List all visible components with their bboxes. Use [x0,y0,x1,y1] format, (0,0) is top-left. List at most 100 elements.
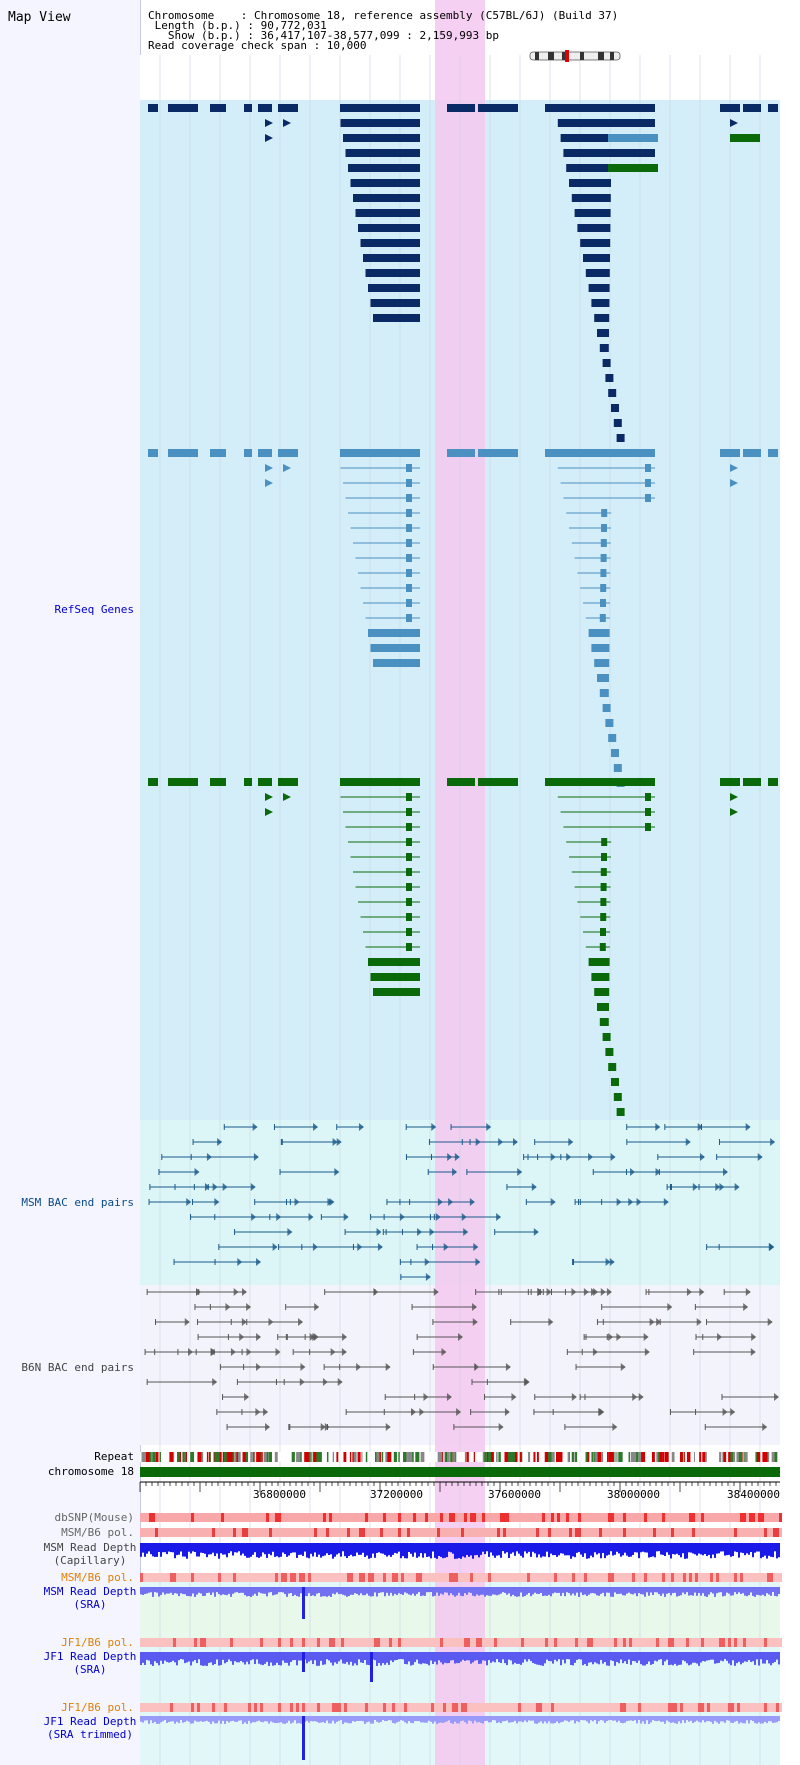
heat-cell [434,1638,437,1647]
depth-bar [192,1543,194,1552]
track-label-refseq[interactable]: RefSeq Genes [54,603,134,616]
heat-cell [143,1703,146,1712]
depth-bar [420,1652,422,1665]
depth-bar [644,1652,646,1666]
heat-cell [284,1638,287,1647]
heat-cell [431,1528,434,1537]
track-label-b6n-bac[interactable]: B6N BAC end pairs [21,1361,134,1374]
depth-bar [148,1587,150,1593]
heat-cell [761,1638,764,1647]
track-label-jf1-pol-2[interactable]: JF1/B6 pol. [61,1701,134,1714]
heat-cell [539,1703,542,1712]
track-label-jf1-pol[interactable]: JF1/B6 pol. [61,1636,134,1649]
heat-cell [668,1703,671,1712]
depth-bar [630,1543,632,1557]
repeat-mark [219,1452,222,1462]
heat-cell [365,1703,368,1712]
depth-bar [506,1652,508,1666]
heat-cell [311,1638,314,1647]
heat-cell [644,1528,647,1537]
heat-cell [572,1513,575,1522]
heat-cell [419,1638,422,1647]
track-label-msm-bac[interactable]: MSM BAC end pairs [21,1196,134,1209]
depth-bar [694,1543,696,1555]
depth-bar [336,1543,338,1555]
heat-cell [383,1528,386,1537]
depth-bar [710,1716,712,1722]
depth-bar [752,1716,754,1722]
depth-bar [278,1543,280,1558]
gene-exon [597,1003,609,1011]
depth-bar [194,1543,196,1552]
depth-bar [468,1587,470,1593]
heat-cell [305,1638,308,1647]
gene-exon [368,958,420,966]
depth-bar [692,1543,694,1554]
track-label-jf1-depth-sra[interactable]: JF1 Read Depth [43,1650,137,1663]
repeat-mark [190,1452,195,1462]
bac-end [441,1348,447,1356]
depth-bar [494,1587,496,1595]
heat-cell [167,1513,170,1522]
heat-cell [590,1638,593,1647]
heat-cell [635,1528,638,1537]
heat-cell [617,1638,620,1647]
heat-cell [593,1528,596,1537]
depth-bar [180,1716,182,1721]
heat-cell [776,1573,779,1582]
heat-cell [608,1513,611,1522]
depth-bar [772,1652,774,1664]
track-label-dbsnp[interactable]: dbSNP(Mouse) [54,1511,134,1524]
heat-cell [725,1638,728,1647]
repeat-mark [772,1452,775,1462]
gene-exon [148,449,158,457]
bac-end [337,1378,343,1386]
heat-cell [716,1638,719,1647]
repeat-mark [671,1452,675,1462]
heat-cell [737,1573,740,1582]
heat-cell [659,1513,662,1522]
depth-bar [586,1587,588,1596]
heat-cell [263,1513,266,1522]
repeat-mark [403,1452,407,1462]
track-label-msm-pol[interactable]: MSM/B6 pol. [61,1526,134,1539]
repeat-mark [490,1452,494,1462]
gene-exon [616,434,625,442]
track-label-msm-depth-sra[interactable]: MSM Read Depth [43,1585,137,1598]
depth-bar [340,1652,342,1660]
depth-bar [634,1587,636,1594]
track-label-msm-depth-sra-sub: (SRA) [73,1598,107,1611]
track-label-msm-pol-2[interactable]: MSM/B6 pol. [61,1571,134,1584]
heat-cell [194,1513,197,1522]
heat-cell [317,1638,320,1647]
depth-bar [368,1543,370,1559]
heat-cell [725,1528,728,1537]
depth-bar [536,1652,538,1665]
depth-bar [244,1652,246,1665]
repeat-mark [268,1452,273,1462]
heat-cell [590,1513,593,1522]
depth-bar [440,1543,442,1557]
heat-cell [548,1703,551,1712]
repeat-mark [617,1452,619,1462]
heat-cell [314,1703,317,1712]
heat-cell [575,1513,578,1522]
track-label-msm-depth-cap[interactable]: MSM Read Depth [43,1541,137,1554]
heat-cell [356,1703,359,1712]
track-label-jf1-depth-trim[interactable]: JF1 Read Depth [43,1715,137,1728]
depth-bar [370,1587,372,1597]
depth-bar [414,1587,416,1596]
depth-bar [298,1716,300,1724]
heat-cell [422,1513,425,1522]
heat-cell [644,1513,647,1522]
depth-bar [430,1543,432,1559]
heat-cell [476,1573,479,1582]
heat-cell [218,1638,221,1647]
heat-cell [263,1528,266,1537]
depth-bar [442,1543,444,1559]
heat-cell [287,1638,290,1647]
depth-bar [682,1543,684,1554]
heat-cell [143,1573,146,1582]
depth-bar [408,1543,410,1553]
heat-cell [257,1573,260,1582]
